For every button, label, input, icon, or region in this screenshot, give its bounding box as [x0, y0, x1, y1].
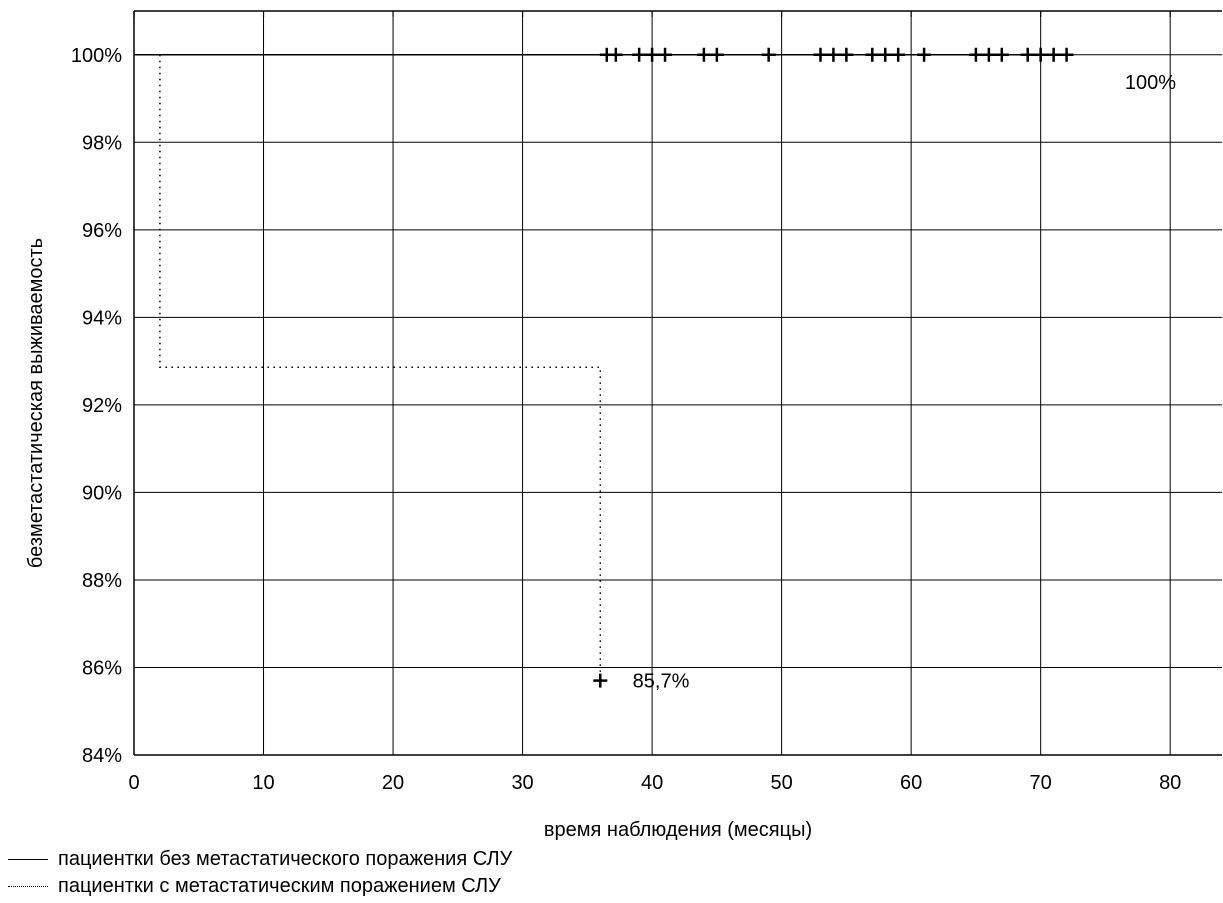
- y-tick-label: 94%: [82, 307, 122, 329]
- censor-mark: [645, 47, 660, 62]
- x-tick-label: 40: [641, 772, 663, 794]
- censor-mark: [891, 47, 906, 62]
- x-tick-label: 30: [511, 772, 533, 794]
- grid: [133, 11, 1222, 756]
- tick-labels: 0 10 20 30 40 50 60 70 80 84% 86% 88% 90% 92% 94% 96% 98…: [71, 45, 1181, 794]
- x-tick-label: 20: [382, 772, 404, 794]
- censor-mark: [994, 47, 1009, 62]
- censor-mark: [981, 47, 996, 62]
- x-tick-label: 50: [770, 772, 792, 794]
- censor-mark: [632, 47, 647, 62]
- censor-mark: [813, 47, 828, 62]
- censor-mark: [608, 47, 623, 62]
- censor-mark: [658, 47, 673, 62]
- y-axis-title: безметастатическая выживаемость: [25, 238, 47, 568]
- y-tick-label: 84%: [82, 745, 122, 767]
- series-line-1: [159, 54, 602, 681]
- y-tick-label: 98%: [82, 132, 122, 154]
- data-labels: 100% 85,7%: [633, 72, 1177, 693]
- series-group: [134, 47, 1074, 688]
- plot-frame: [133, 10, 1222, 756]
- censor-mark: [1020, 47, 1035, 62]
- x-tick-label: 60: [900, 772, 922, 794]
- series-end-label: 100%: [1125, 72, 1176, 94]
- censor-mark: [917, 47, 932, 62]
- censor-mark: [761, 47, 776, 62]
- y-tick-label: 100%: [71, 45, 122, 67]
- censor-mark: [968, 47, 983, 62]
- x-tick-label: 10: [252, 772, 274, 794]
- y-tick-label: 90%: [82, 482, 122, 504]
- legend-swatch-dotted: [8, 886, 48, 887]
- censor-mark: [593, 673, 608, 688]
- legend: пациентки без метастатического поражения…: [8, 846, 512, 900]
- legend-label-solid: пациентки без метастатического поражения…: [58, 848, 513, 870]
- x-tick-label: 80: [1159, 772, 1181, 794]
- censor-mark: [1059, 47, 1074, 62]
- censor-mark: [709, 47, 724, 62]
- legend-item-solid: пациентки без метастатического поражения…: [8, 846, 512, 873]
- series-end-label: 85,7%: [633, 671, 690, 693]
- censor-mark: [826, 47, 841, 62]
- y-tick-label: 88%: [82, 570, 122, 592]
- censor-mark: [865, 47, 880, 62]
- legend-label-dotted: пациентки с метастатическим поражением С…: [58, 875, 501, 897]
- y-tick-label: 92%: [82, 395, 122, 417]
- legend-item-dotted: пациентки с метастатическим поражением С…: [8, 873, 512, 900]
- censor-mark: [1046, 47, 1061, 62]
- censor-mark: [696, 47, 711, 62]
- x-tick-label: 0: [128, 772, 139, 794]
- y-tick-label: 96%: [82, 220, 122, 242]
- x-tick-label: 70: [1030, 772, 1052, 794]
- censor-mark: [839, 47, 854, 62]
- legend-swatch-solid: [8, 859, 48, 860]
- y-tick-label: 86%: [82, 657, 122, 679]
- censor-mark: [878, 47, 893, 62]
- x-axis-title: время наблюдения (месяцы): [544, 819, 812, 841]
- censor-mark: [1033, 47, 1048, 62]
